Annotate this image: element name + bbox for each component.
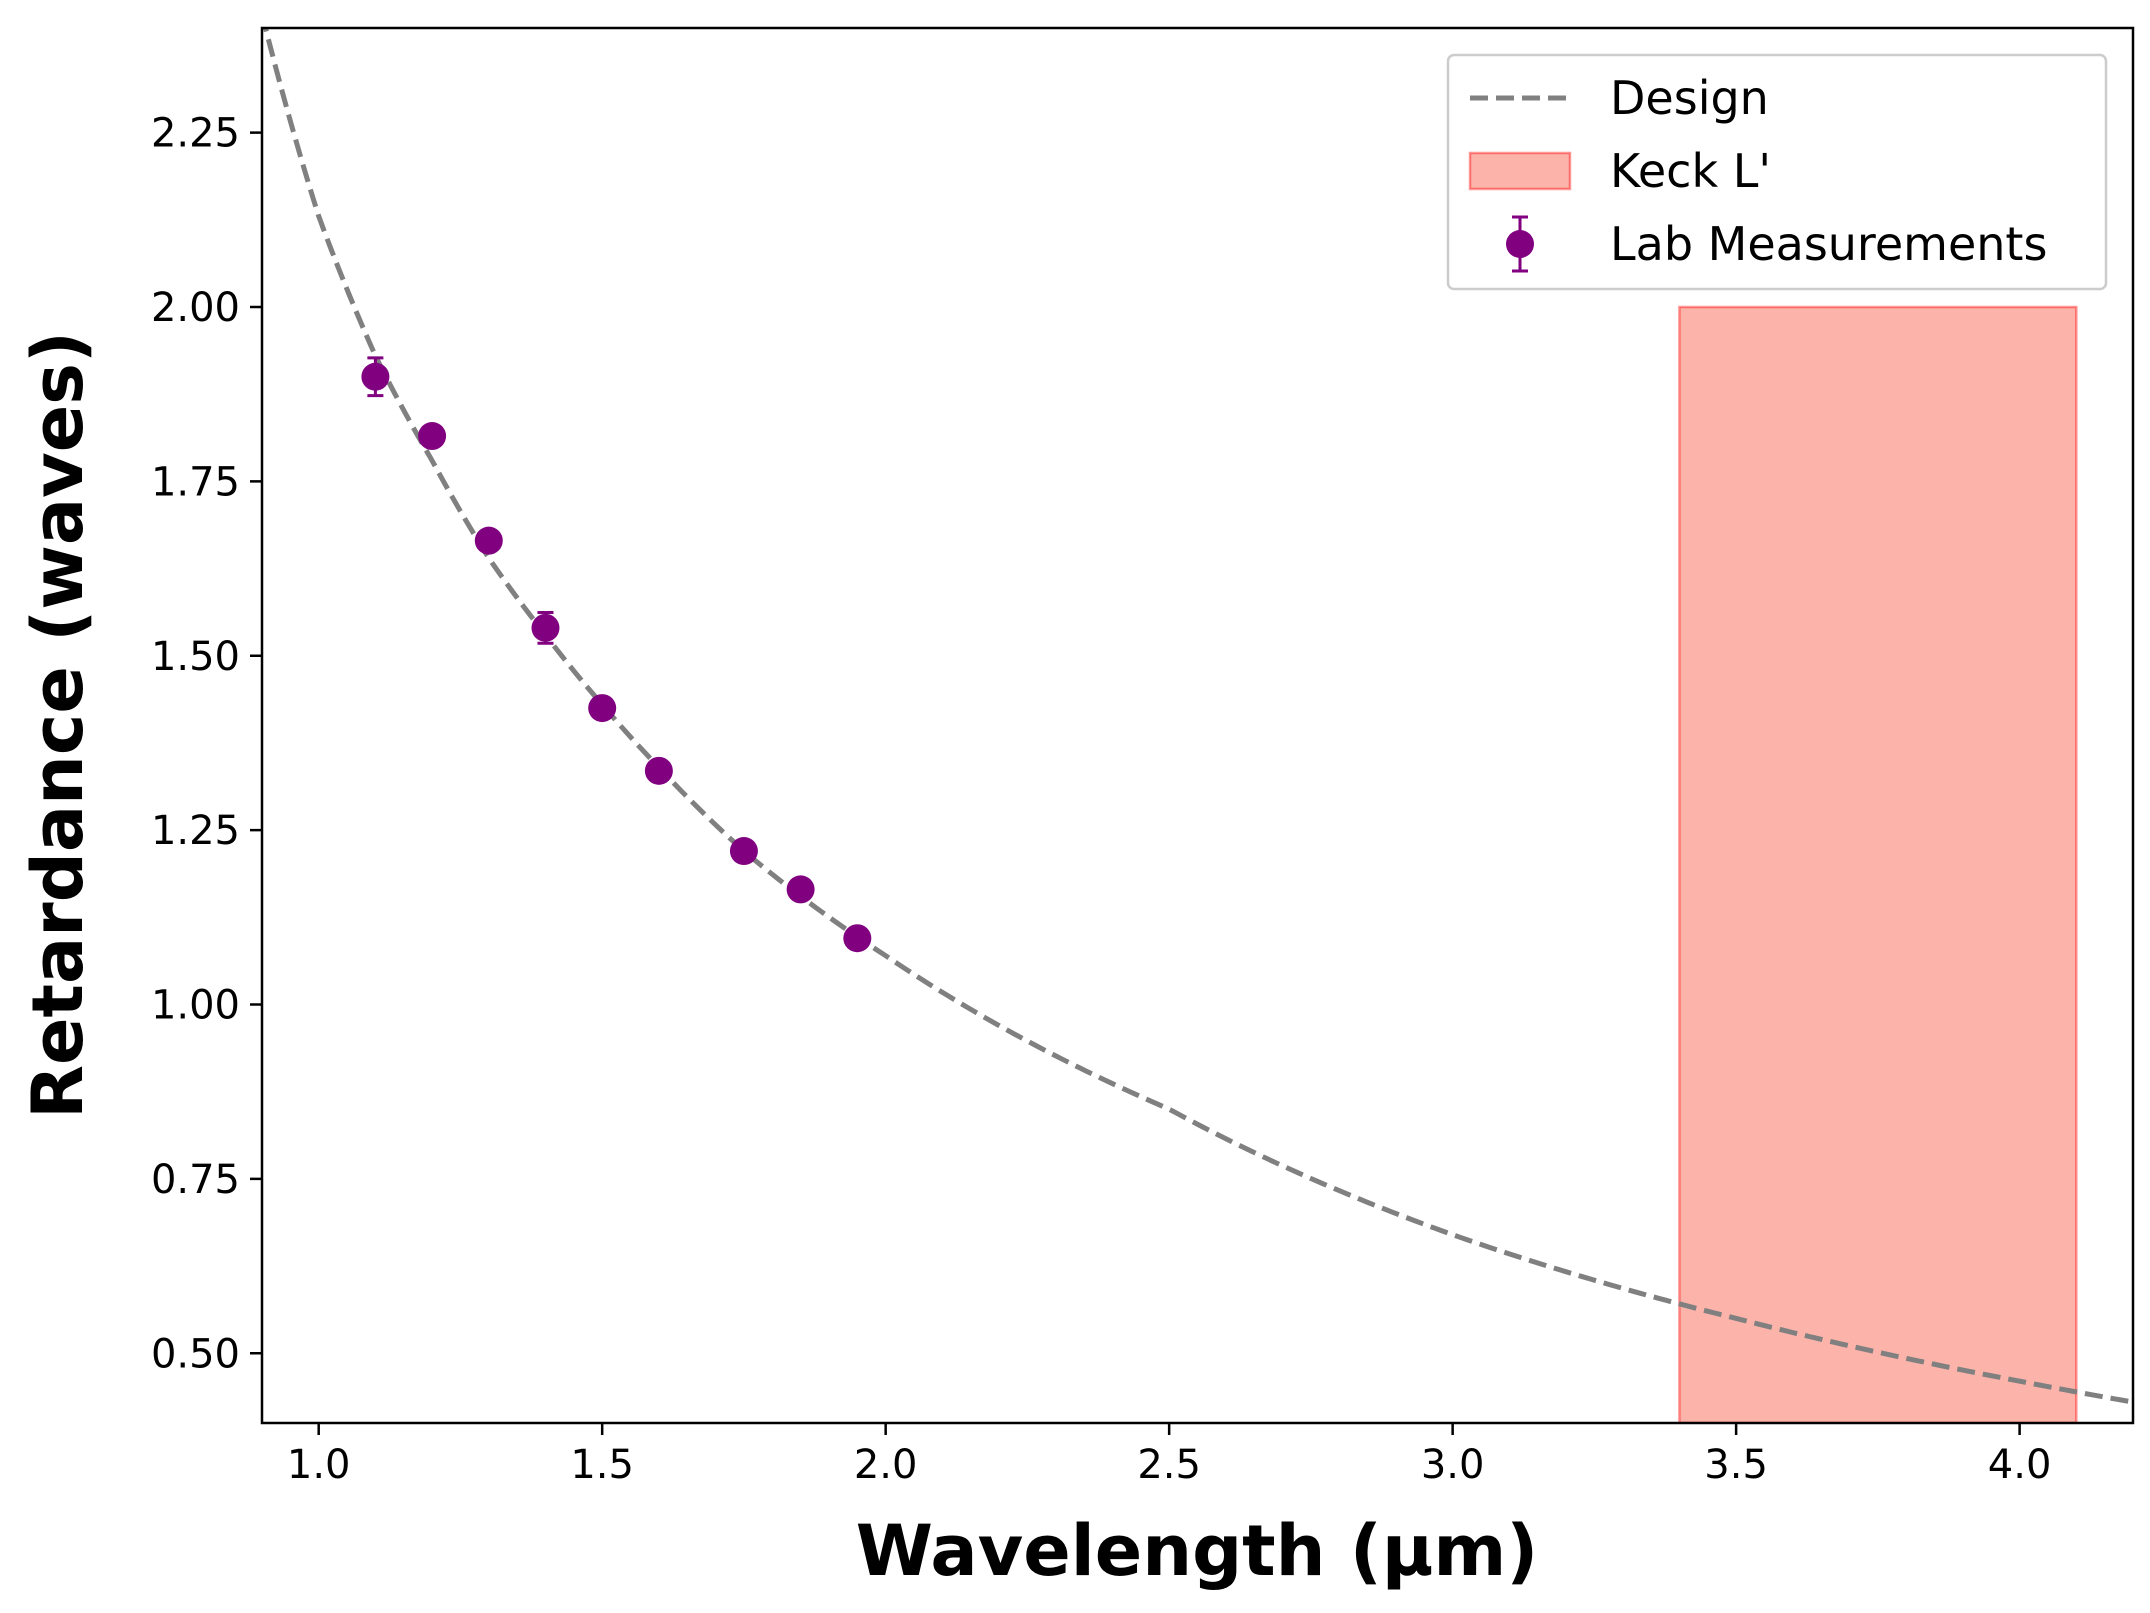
x-tick-label: 3.0 — [1421, 1442, 1485, 1488]
x-tick-label: 1.0 — [287, 1442, 351, 1488]
plot-area — [262, 28, 2133, 1423]
design-curve — [262, 28, 2133, 1405]
measurement-point — [786, 875, 815, 904]
measurement-point — [729, 837, 758, 866]
measurement-point — [531, 611, 560, 645]
data-marker — [474, 526, 503, 555]
legend-swatch-keck — [1468, 151, 1572, 191]
y-tick-label: 1.00 — [151, 983, 240, 1029]
y-tick-label: 1.75 — [151, 459, 240, 505]
y-tick-label: 0.75 — [151, 1157, 240, 1203]
x-tick-label: 4.0 — [1988, 1442, 2052, 1488]
keck-band — [1678, 305, 2078, 1423]
measurement-point — [474, 526, 503, 555]
legend-swatch-marker — [1506, 230, 1534, 258]
y-tick-label: 2.25 — [151, 111, 240, 157]
y-tick-label: 2.00 — [151, 285, 240, 331]
data-marker — [588, 694, 617, 723]
y-axis-title: Retardance (waves) — [17, 331, 99, 1119]
legend-label: Keck L' — [1610, 144, 1771, 198]
data-marker — [531, 613, 560, 642]
measurement-point — [418, 422, 447, 451]
legend-label: Lab Measurements — [1610, 217, 2047, 271]
legend-box — [1446, 53, 2108, 291]
measurement-point — [644, 756, 673, 785]
measurement-point — [361, 356, 390, 398]
data-marker — [418, 422, 447, 451]
y-tick-label: 1.25 — [151, 808, 240, 854]
data-marker — [729, 837, 758, 866]
x-axis: 1.0 1.5 2.0 2.5 3.0 3.5 4.0 — [287, 1423, 2052, 1488]
measurement-point — [843, 924, 872, 953]
plot-frame — [260, 26, 2135, 1425]
data-marker — [786, 875, 815, 904]
x-tick-label: 2.5 — [1137, 1442, 1201, 1488]
data-marker — [644, 756, 673, 785]
y-tick-label: 1.50 — [151, 634, 240, 680]
legend-label: Design — [1610, 71, 1769, 125]
x-tick-label: 3.5 — [1704, 1442, 1768, 1488]
y-axis: 0.50 0.75 1.00 1.25 1.50 1.75 2.00 2.25 — [151, 111, 262, 1377]
x-tick-label: 1.5 — [570, 1442, 634, 1488]
y-tick-label: 0.50 — [151, 1331, 240, 1377]
x-tick-label: 2.0 — [854, 1442, 918, 1488]
data-marker — [843, 924, 872, 953]
legend: Design Keck L' Lab Measurements — [1446, 53, 2108, 291]
data-marker — [361, 362, 390, 391]
measurement-point — [588, 694, 617, 723]
x-axis-title: Wavelength (µm) — [856, 1510, 1539, 1592]
